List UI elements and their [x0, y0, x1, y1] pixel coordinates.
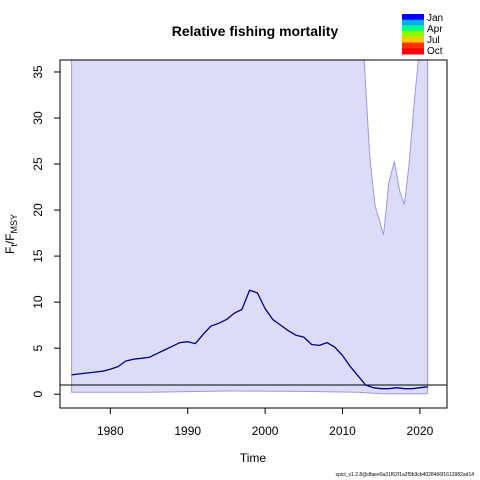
ci-upper-bound	[363, 60, 423, 236]
y-tick-label: 15	[31, 249, 45, 263]
ci-lower-bound	[71, 390, 428, 395]
confidence-band	[71, 60, 429, 395]
x-tick-label: 1980	[97, 424, 124, 438]
y-tick-label: 5	[31, 345, 45, 352]
legend-color-swatch	[402, 31, 424, 38]
series-line	[71, 289, 428, 390]
y-axis-label: Ft/FMSY	[3, 214, 19, 254]
y-axis: 0 5 10 15 20 25 30 35	[31, 65, 60, 398]
x-tick-label: 2020	[407, 424, 434, 438]
legend-color-swatch	[402, 42, 424, 49]
plot-frame	[59, 59, 448, 409]
legend-label: Jul	[427, 35, 440, 46]
legend-color-swatch	[402, 36, 424, 44]
x-axis: 1980 1990 2000 2010 2020	[97, 408, 434, 438]
ci-band-area	[71, 60, 428, 394]
legend-label: Jan	[427, 13, 443, 24]
x-tick-label: 1990	[174, 424, 201, 438]
chart-title: Relative fishing mortality	[172, 23, 339, 39]
x-axis-label: Time	[240, 451, 267, 465]
y-tick-label: 0	[31, 391, 45, 398]
legend-color-swatch	[402, 25, 424, 32]
y-tick-label: 35	[31, 65, 45, 79]
legend-label: Apr	[427, 24, 443, 35]
x-tick-label: 2010	[329, 424, 356, 438]
series-lines	[71, 289, 428, 390]
legend-color-swatch	[402, 48, 424, 55]
y-tick-label: 25	[31, 157, 45, 171]
y-tick-label: 20	[31, 203, 45, 217]
x-tick-label: 2000	[252, 424, 279, 438]
legend-color-swatch	[402, 19, 424, 26]
y-tick-label: 10	[31, 295, 45, 309]
legend-label: Oct	[427, 46, 443, 57]
y-tick-label: 30	[31, 111, 45, 125]
legend-color-swatch	[402, 14, 424, 21]
version-footer: spict_v1.2.8@dfaee0a31f62f1a2f9b3cb40284…	[335, 472, 474, 478]
